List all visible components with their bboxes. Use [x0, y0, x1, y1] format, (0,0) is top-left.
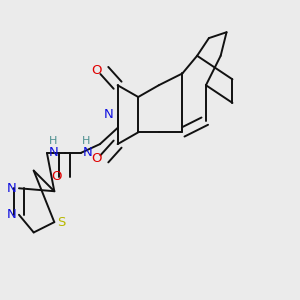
Text: H: H [82, 136, 91, 146]
Text: N: N [48, 146, 58, 159]
Text: O: O [51, 170, 62, 183]
Text: N: N [103, 108, 113, 121]
Text: N: N [6, 182, 16, 195]
Text: O: O [91, 152, 101, 165]
Text: O: O [91, 64, 101, 77]
Text: N: N [6, 208, 16, 221]
Text: N: N [82, 146, 92, 159]
Text: H: H [48, 136, 57, 146]
Text: S: S [57, 216, 66, 229]
